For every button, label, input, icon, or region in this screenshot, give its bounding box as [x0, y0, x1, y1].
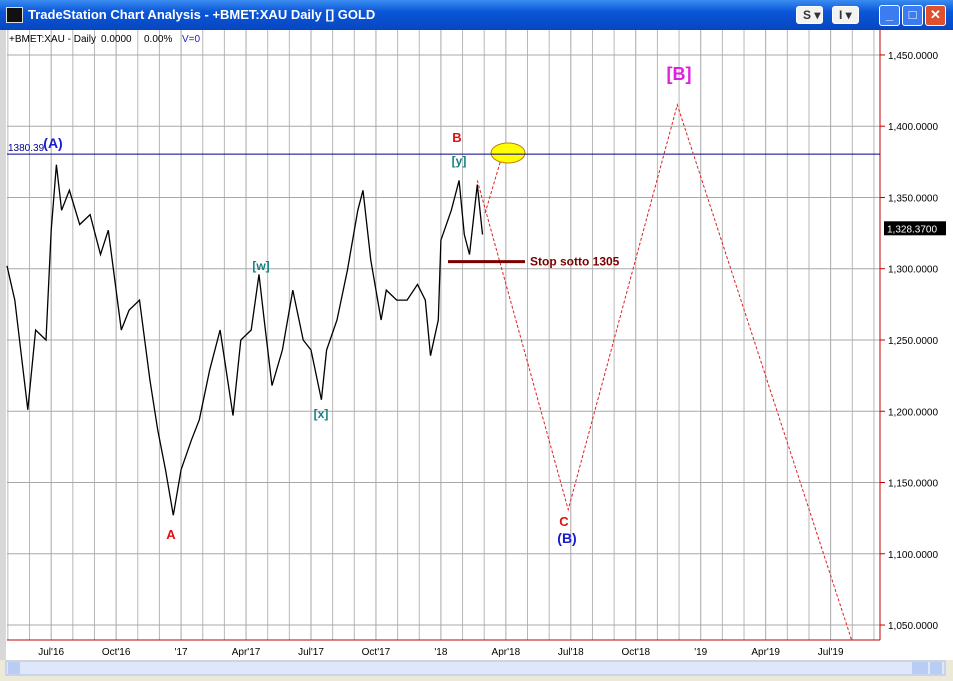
wave-label: [B]	[667, 64, 692, 84]
status-volume: V=0	[182, 34, 201, 45]
x-tick-label: '19	[694, 647, 707, 658]
style-button[interactable]: S ▾	[796, 6, 823, 24]
price-line	[484, 160, 502, 214]
left-edge	[0, 30, 6, 660]
chart: +BMET:XAU - Daily 0.0000 0.00% V=0 1,050…	[0, 30, 953, 681]
wave-label: [y]	[452, 154, 467, 168]
wave-label: (B)	[557, 530, 576, 546]
wave-label: B	[452, 130, 461, 145]
status-symbol: +BMET:XAU - Daily	[9, 34, 96, 45]
x-tick-label: Oct'18	[621, 647, 650, 658]
wave-label: A	[166, 527, 176, 542]
app-icon	[6, 7, 23, 23]
status-change: 0.00%	[144, 34, 172, 45]
scroll-thumb[interactable]	[912, 662, 928, 674]
wave-label: [x]	[314, 407, 329, 421]
y-tick-label: 1,300.0000	[888, 265, 938, 276]
wave-label: C	[559, 514, 569, 529]
y-tick-label: 1,200.0000	[888, 407, 938, 418]
last-price-label: 1,328.3700	[887, 224, 937, 235]
x-tick-label: Jul'19	[818, 647, 844, 658]
insert-button[interactable]: I ▾	[832, 6, 859, 24]
price-line	[6, 164, 484, 516]
close-button[interactable]: ✕	[925, 5, 946, 26]
y-tick-label: 1,150.0000	[888, 479, 938, 490]
scroll-right[interactable]	[930, 662, 942, 674]
y-tick-label: 1,450.0000	[888, 51, 938, 62]
y-tick-label: 1,400.0000	[888, 122, 938, 133]
button-label: I	[839, 8, 843, 22]
x-tick-label: Jul'16	[38, 647, 64, 658]
title-bar: TradeStation Chart Analysis - +BMET:XAU …	[0, 0, 953, 30]
x-tick-label: Apr'17	[232, 647, 261, 658]
stop-label: Stop sotto 1305	[530, 255, 620, 269]
last-price-box	[884, 221, 946, 236]
minimize-button[interactable]: _	[879, 5, 900, 26]
scroll-left[interactable]	[8, 662, 20, 674]
x-tick-label: '18	[434, 647, 447, 658]
y-tick-label: 1,350.0000	[888, 193, 938, 204]
target-ellipse	[490, 142, 526, 164]
x-tick-label: Apr'18	[492, 647, 521, 658]
button-label: S	[803, 8, 812, 22]
wave-label: [w]	[252, 259, 269, 273]
x-tick-label: Oct'16	[102, 647, 131, 658]
x-tick-label: '17	[175, 647, 188, 658]
y-tick-label: 1,050.0000	[888, 621, 938, 632]
x-tick-label: Oct'17	[362, 647, 391, 658]
wave-label: (A)	[43, 135, 62, 151]
x-tick-label: Jul'17	[298, 647, 324, 658]
y-tick-label: 1,250.0000	[888, 336, 938, 347]
y-tick-label: 1,100.0000	[888, 550, 938, 561]
x-tick-label: Apr'19	[751, 647, 780, 658]
maximize-button[interactable]: □	[902, 5, 923, 26]
window-title: TradeStation Chart Analysis - +BMET:XAU …	[28, 7, 376, 22]
scrollbar[interactable]	[5, 660, 946, 676]
price-line	[476, 103, 852, 640]
status-last: 0.0000	[101, 34, 132, 45]
reference-label: 1380.39	[8, 143, 45, 154]
chart-background	[0, 30, 953, 681]
x-tick-label: Jul'18	[558, 647, 584, 658]
